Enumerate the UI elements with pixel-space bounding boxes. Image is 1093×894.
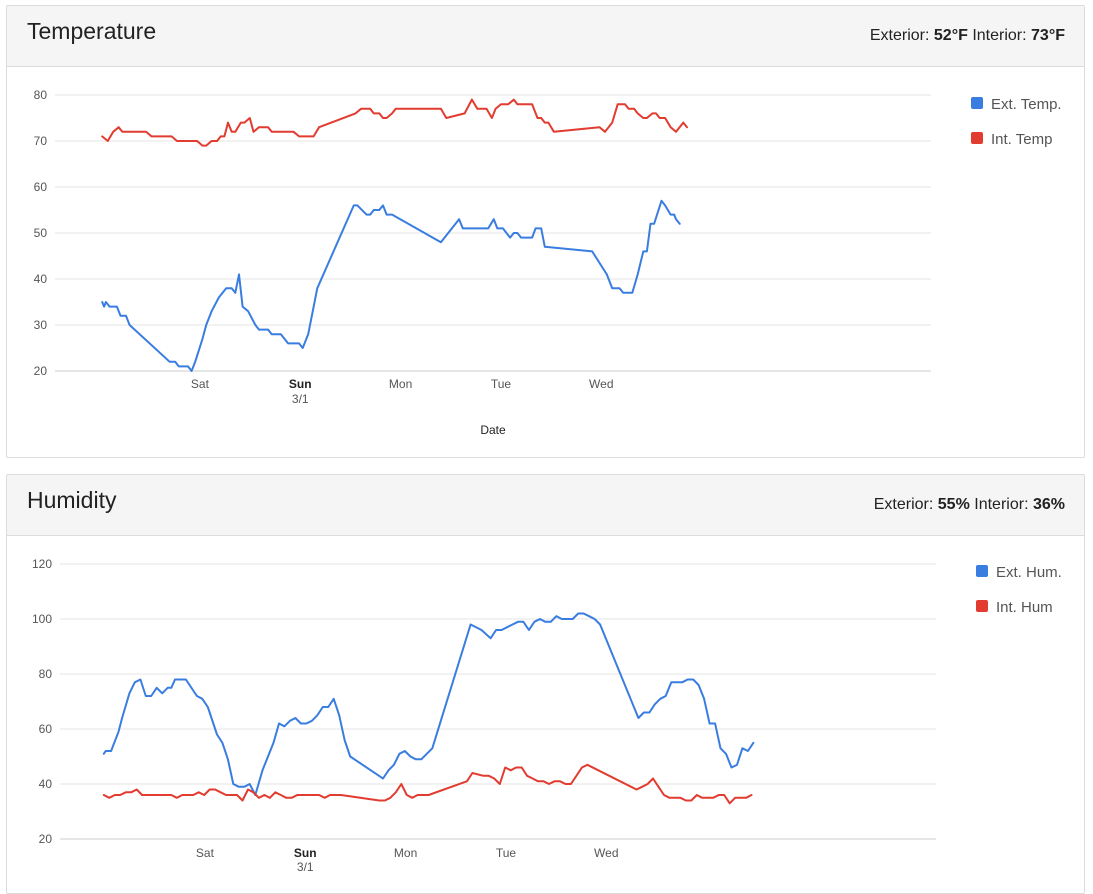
legend-swatch bbox=[976, 600, 988, 612]
temperature-x-axis-label: Date bbox=[480, 423, 506, 437]
humidity-readout: Exterior: 55% Interior: 36% bbox=[874, 496, 1065, 514]
humidity-exterior-label: Exterior: bbox=[873, 496, 934, 513]
humidity-x-tick-label: Mon bbox=[394, 846, 417, 860]
temperature-x-tick-sublabel: 3/1 bbox=[292, 392, 309, 406]
temperature-series-line-interior[interactable] bbox=[101, 98, 688, 147]
temperature-y-tick-label: 60 bbox=[34, 180, 48, 194]
humidity-y-tick-label: 100 bbox=[32, 612, 52, 626]
temperature-legend-item-exterior[interactable]: Ext. Temp. bbox=[971, 96, 1062, 113]
temperature-y-tick-label: 80 bbox=[34, 88, 48, 102]
temperature-x-tick-label: Tue bbox=[491, 377, 512, 391]
humidity-legend-item-exterior[interactable]: Ext. Hum. bbox=[976, 564, 1062, 581]
temperature-y-tick-label: 30 bbox=[34, 318, 48, 332]
humidity-title: Humidity bbox=[27, 487, 117, 513]
temperature-y-tick-label: 40 bbox=[34, 272, 48, 286]
humidity-y-tick-label: 20 bbox=[39, 832, 53, 846]
temperature-y-tick-label: 20 bbox=[34, 364, 48, 378]
humidity-legend-item-interior[interactable]: Int. Hum bbox=[976, 599, 1053, 616]
legend-swatch bbox=[971, 132, 983, 144]
temperature-x-tick-label: Mon bbox=[389, 377, 412, 391]
temperature-x-tick-label: Sat bbox=[191, 377, 210, 391]
humidity-x-tick-label: Wed bbox=[594, 846, 618, 860]
humidity-interior-value: 36% bbox=[1032, 496, 1065, 513]
temperature-y-tick-label: 50 bbox=[34, 226, 48, 240]
temperature-card: Temperature Exterior: 52°F Interior: 73°… bbox=[6, 5, 1085, 458]
humidity-series-line-exterior[interactable] bbox=[102, 612, 755, 796]
legend-swatch bbox=[976, 565, 988, 577]
humidity-x-tick-label: Sun bbox=[294, 846, 317, 860]
temperature-exterior-value: 52°F bbox=[933, 27, 968, 44]
humidity-x-tick-sublabel: 3/1 bbox=[297, 860, 314, 874]
temperature-readout: Exterior: 52°F Interior: 73°F bbox=[870, 27, 1065, 45]
humidity-x-tick-label: Sat bbox=[196, 846, 215, 860]
legend-label: Ext. Hum. bbox=[996, 564, 1062, 581]
legend-label: Int. Temp bbox=[991, 131, 1052, 148]
temperature-legend-item-interior[interactable]: Int. Temp bbox=[971, 131, 1052, 148]
humidity-series-line-interior[interactable] bbox=[102, 763, 753, 805]
temperature-header: Temperature Exterior: 52°F Interior: 73°… bbox=[7, 6, 1084, 67]
humidity-y-tick-label: 40 bbox=[39, 777, 53, 791]
temperature-y-tick-label: 70 bbox=[34, 134, 48, 148]
legend-label: Int. Hum bbox=[996, 599, 1053, 616]
temperature-x-tick-label: Wed bbox=[589, 377, 613, 391]
temperature-title: Temperature bbox=[27, 18, 157, 44]
humidity-y-tick-label: 120 bbox=[32, 557, 52, 571]
temperature-series-line-exterior[interactable] bbox=[101, 199, 681, 372]
humidity-card: Humidity Exterior: 55% Interior: 36% 20 4… bbox=[6, 474, 1085, 894]
temperature-x-tick-label: Sun bbox=[289, 377, 312, 391]
humidity-header: Humidity Exterior: 55% Interior: 36% bbox=[7, 475, 1084, 536]
legend-swatch bbox=[971, 97, 983, 109]
humidity-x-tick-label: Tue bbox=[496, 846, 517, 860]
temperature-interior-label: Interior: bbox=[972, 27, 1027, 44]
temperature-interior-value: 73°F bbox=[1031, 27, 1065, 44]
temperature-exterior-label: Exterior: bbox=[869, 27, 930, 44]
legend-label: Ext. Temp. bbox=[991, 96, 1062, 113]
humidity-y-tick-label: 60 bbox=[39, 722, 53, 736]
humidity-interior-label: Interior: bbox=[974, 496, 1029, 513]
humidity-y-tick-label: 80 bbox=[39, 667, 53, 681]
humidity-exterior-value: 55% bbox=[937, 496, 970, 513]
